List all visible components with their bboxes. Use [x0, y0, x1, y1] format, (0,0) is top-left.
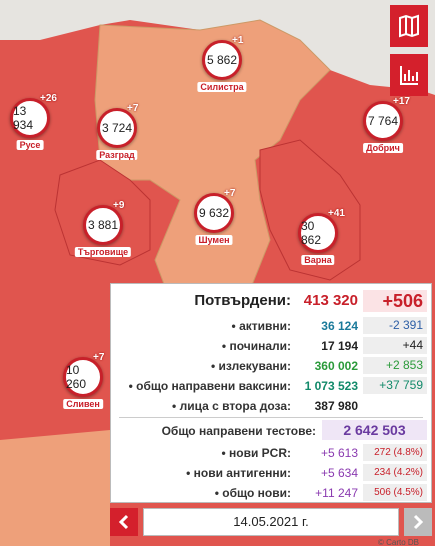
region-new: +9 — [113, 200, 125, 211]
next-date-button[interactable] — [404, 508, 432, 536]
stat-change: -2 391 — [363, 317, 427, 334]
date-display[interactable]: 14.05.2021 г. — [143, 508, 399, 536]
test-row: • нови антигенни: +5 634 234 (4.2%) — [111, 464, 431, 482]
stat-change: +2 853 — [363, 357, 427, 374]
prev-date-button[interactable] — [110, 508, 138, 536]
stat-total: 387 980 — [314, 399, 358, 413]
test-positive: 272 (4.8%) — [363, 444, 427, 461]
region-name: Добрич — [363, 143, 403, 153]
confirmed-total: 413 320 — [303, 292, 358, 309]
region-red — [259, 139, 361, 281]
region-total[interactable]: 30 862 — [298, 213, 338, 253]
stat-label: • общо направени ваксини: — [128, 379, 291, 393]
attribution: © Carto DB — [378, 538, 420, 546]
test-positive: 234 (4.2%) — [363, 464, 427, 481]
arrow-right — [413, 514, 424, 530]
stat-total: 360 002 — [314, 359, 358, 373]
arrow-left — [118, 514, 129, 530]
test-row: • общо нови: +11 247 506 (4.5%) — [111, 484, 431, 502]
region-name: Шумен — [195, 235, 233, 245]
stat-label: • починали: — [221, 339, 291, 353]
map-icon — [399, 14, 419, 38]
chart-view-button[interactable] — [390, 54, 428, 96]
stat-row: • излекувани: 360 002 +2 853 — [111, 357, 431, 375]
stat-change: +44 — [363, 337, 427, 354]
test-label: • нови PCR: — [221, 446, 291, 460]
region-orange — [0, 430, 110, 546]
map-land — [0, 0, 60, 40]
region-new: +7 — [127, 103, 139, 114]
stat-label: • лица с втора доза: — [172, 399, 291, 413]
stat-total: 17 194 — [321, 339, 358, 353]
stat-row: • починали: 17 194 +44 — [111, 337, 431, 355]
region-total[interactable]: 5 862 — [202, 40, 242, 80]
confirmed-label: Потвърдени: — [194, 292, 291, 309]
test-positive: 506 (4.5%) — [363, 484, 427, 501]
test-new: +5 634 — [320, 466, 358, 480]
region-total[interactable]: 13 934 — [10, 98, 50, 138]
confirmed-row: Потвърдени: 413 320 +506 — [111, 290, 431, 314]
region-new: +17 — [393, 96, 410, 107]
test-label: • общо нови: — [214, 486, 291, 500]
region-total[interactable]: 7 764 — [363, 101, 403, 141]
region-name: Разград — [96, 150, 138, 160]
summary-panel: Потвърдени: 413 320 +506 • активни: 36 124 -2… — [110, 283, 432, 503]
region-new: +7 — [93, 352, 105, 363]
stat-change: +37 759 — [363, 377, 427, 394]
region-name: Варна — [301, 255, 335, 265]
chart-icon — [400, 66, 418, 85]
tests-label: Общо направени тестове: — [161, 424, 316, 438]
tests-total: 2 642 503 — [322, 420, 427, 440]
test-new: +11 247 — [315, 486, 358, 500]
region-new: +7 — [224, 188, 236, 199]
region-total[interactable]: 3 881 — [83, 205, 123, 245]
stat-row: • активни: 36 124 -2 391 — [111, 317, 431, 335]
stat-total: 36 124 — [321, 319, 358, 333]
divider — [119, 417, 423, 418]
test-label: • нови антигенни: — [186, 466, 291, 480]
map-view-button[interactable] — [390, 5, 428, 47]
region-total[interactable]: 9 632 — [194, 193, 234, 233]
test-new: +5 613 — [320, 446, 358, 460]
region-new: +26 — [40, 93, 57, 104]
stat-total: 1 073 523 — [304, 379, 358, 393]
stat-label: • активни: — [231, 319, 291, 333]
stat-row: • лица с втора доза: 387 980 — [111, 397, 431, 415]
stat-label: • излекувани: — [210, 359, 291, 373]
tests-row: Общо направени тестове: 2 642 503 — [111, 420, 431, 442]
region-new: +1 — [232, 35, 244, 46]
confirmed-new: +506 — [363, 290, 427, 312]
region-total[interactable]: 10 260 — [63, 357, 103, 397]
region-name: Търговище — [74, 247, 132, 257]
stat-row: • общо направени ваксини: 1 073 523 +37 75… — [111, 377, 431, 395]
region-name: Силистра — [197, 82, 247, 92]
region-total[interactable]: 3 724 — [97, 108, 137, 148]
test-row: • нови PCR: +5 613 272 (4.8%) — [111, 444, 431, 462]
region-name: Сливен — [63, 399, 103, 409]
region-name: Русе — [16, 140, 44, 150]
region-new: +41 — [328, 208, 345, 219]
